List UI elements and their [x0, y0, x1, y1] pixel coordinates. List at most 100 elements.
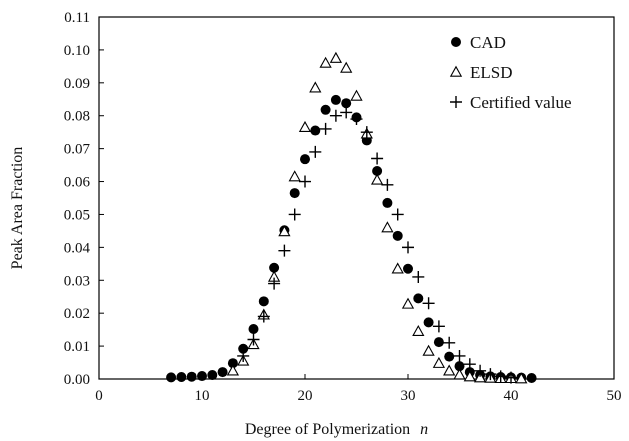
- y-tick-label: 0.01: [64, 339, 90, 355]
- certified-value-point: [247, 333, 260, 346]
- elsd-point: [391, 262, 404, 274]
- legend-item-elsd: ELSD: [449, 63, 513, 82]
- y-tick-label: 0.05: [64, 207, 90, 223]
- certified-value-point: [391, 208, 404, 221]
- certified-value-point: [288, 208, 301, 221]
- cad-point: [330, 94, 341, 105]
- certified-value-point: [474, 364, 487, 377]
- y-axis-ticks: 0.00 0.01 0.02 0.03 0.04 0.05 0.06 0.07 0.08 0.09…: [64, 10, 104, 388]
- elsd-point: [432, 356, 446, 368]
- x-axis-ticks: 0 10 20 30 40 50: [95, 374, 622, 404]
- legend: CAD ELSD Certified value: [449, 33, 572, 112]
- elsd-point: [350, 89, 363, 101]
- certified-value-point: [360, 126, 373, 139]
- elsd-point: [515, 372, 528, 384]
- cad-point: [176, 372, 187, 383]
- elsd-point: [340, 61, 353, 73]
- cad-point: [403, 263, 413, 274]
- elsd-point: [443, 364, 456, 376]
- cad-point: [227, 358, 238, 369]
- certified-value-point: [278, 244, 291, 257]
- elsd-point: [278, 225, 291, 237]
- x-tick-label: 10: [195, 388, 210, 404]
- elsd-point: [463, 370, 476, 382]
- elsd-point: [298, 120, 312, 132]
- cad-point: [269, 262, 280, 273]
- plot-frame: [98, 16, 615, 380]
- certified-value-point: [350, 113, 363, 126]
- y-tick-label: 0.03: [64, 273, 90, 289]
- elsd-point: [381, 221, 394, 233]
- elsd-point: [288, 170, 301, 182]
- y-tick-label: 0.11: [64, 10, 90, 26]
- certified-value-point: [402, 241, 414, 254]
- cad-point: [413, 293, 424, 304]
- plot-area: [98, 16, 615, 380]
- legend-symbol-cad: [451, 37, 461, 47]
- certified-value-point: [381, 178, 394, 191]
- cad-point: [433, 337, 444, 348]
- elsd-point: [226, 364, 240, 376]
- certified-value-point: [340, 106, 353, 119]
- legend-symbol-certified-value: [450, 96, 462, 108]
- series-elsd: [226, 51, 528, 384]
- certified-value-point: [237, 349, 250, 362]
- certified-value-point: [432, 320, 445, 333]
- cad-point: [238, 343, 249, 354]
- cad-point: [166, 372, 177, 383]
- certified-value-point: [453, 349, 466, 362]
- legend-certified-value-marker: [450, 96, 462, 108]
- cad-point: [248, 323, 259, 334]
- y-tick-label: 0.10: [64, 43, 90, 59]
- cad-point: [320, 104, 331, 115]
- certified-value-point: [484, 368, 497, 381]
- y-tick-label: 0.02: [64, 306, 90, 322]
- cad-point: [186, 371, 197, 382]
- x-tick-label: 30: [401, 388, 416, 404]
- x-tick-label: 50: [607, 388, 622, 404]
- legend-symbol-elsd: [449, 65, 463, 77]
- cad-point: [372, 166, 383, 177]
- y-tick-label: 0.00: [64, 372, 90, 388]
- elsd-point: [473, 371, 487, 383]
- x-axis-title-variable: n: [420, 421, 428, 438]
- cad-point: [526, 373, 537, 384]
- elsd-point: [401, 297, 415, 309]
- cad-point: [197, 371, 207, 382]
- legend-label-elsd: ELSD: [470, 63, 513, 82]
- cad-point: [392, 230, 403, 241]
- cad-point: [258, 296, 269, 307]
- elsd-point: [422, 344, 435, 356]
- certified-value-point: [268, 277, 281, 290]
- certified-value-point: [443, 336, 456, 349]
- elsd-point: [412, 324, 425, 336]
- cad-point: [289, 188, 300, 199]
- y-tick-label: 0.07: [64, 142, 91, 158]
- certified-value-point: [494, 370, 507, 383]
- certified-value-point: [463, 358, 476, 371]
- certified-value-point: [412, 270, 425, 283]
- x-axis-title: Degree of Polymerization n: [245, 421, 428, 438]
- x-tick-label: 40: [504, 388, 519, 404]
- certified-value-point: [371, 152, 384, 165]
- y-tick-label: 0.04: [64, 240, 91, 256]
- cad-point: [382, 197, 393, 208]
- x-axis-title-text: Degree of Polymerization: [245, 421, 410, 438]
- y-tick-label: 0.06: [64, 175, 91, 191]
- y-tick-label: 0.09: [64, 76, 90, 92]
- cad-point: [423, 317, 434, 328]
- legend-label-certified-value: Certified value: [470, 93, 572, 112]
- series-certified-value: [237, 106, 517, 384]
- elsd-point: [319, 56, 332, 68]
- elsd-point: [329, 51, 343, 63]
- certified-value-point: [257, 310, 270, 323]
- data-markers: [166, 51, 537, 384]
- certified-value-point: [422, 297, 435, 310]
- certified-value-point: [329, 109, 342, 122]
- x-tick-label: 0: [95, 388, 103, 404]
- cad-point: [341, 98, 352, 109]
- cad-point: [300, 154, 310, 165]
- certified-value-point: [309, 145, 322, 158]
